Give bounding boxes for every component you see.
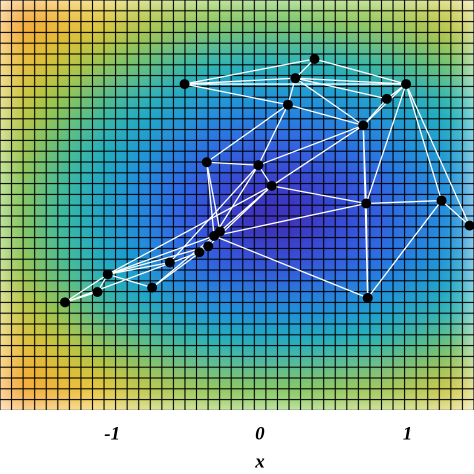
x-axis: -1 0 1 [104,423,412,444]
edge [107,261,170,275]
edge [362,98,388,126]
x-axis-label: x [254,451,265,472]
node [290,73,301,84]
edge [213,164,259,237]
edge [206,104,289,163]
node [203,241,214,252]
edge [206,161,259,166]
edge [258,124,364,166]
edge [294,77,364,126]
node [266,180,277,191]
edge [107,185,273,275]
node [358,120,369,131]
edge [107,273,153,289]
edge [405,83,443,201]
node [253,160,264,171]
edge [184,83,289,106]
edge [206,162,221,232]
node [464,220,474,231]
edge [107,245,209,275]
edge [366,199,442,205]
node [282,99,293,110]
node [401,79,412,90]
edge [365,83,407,204]
node [102,269,113,280]
edge [257,104,289,166]
x-tick-label: 0 [255,423,265,444]
node [59,297,70,308]
node [194,247,205,258]
edge [107,235,215,275]
edge [314,58,407,85]
edge [287,104,364,126]
x-tick-label: 1 [403,423,413,444]
edge [184,58,315,85]
edge [213,235,368,299]
edge [213,202,367,237]
edge [441,200,471,227]
edge [64,251,200,303]
node [381,93,392,104]
edge [271,185,367,205]
node [362,292,373,303]
edge [367,200,443,299]
edges [64,58,471,303]
nodes [59,53,474,308]
node [436,195,447,206]
edge [64,273,109,303]
edge [271,124,364,187]
edge [405,83,471,226]
node [147,282,158,293]
node [164,257,175,268]
edge [184,77,296,85]
node [309,53,320,64]
edge [295,77,407,85]
node [215,226,226,237]
x-tick-label: -1 [104,423,120,444]
node [179,79,190,90]
edge [365,203,369,298]
edge [64,291,98,303]
node [92,287,103,298]
node [361,198,372,209]
edge [295,77,388,100]
edge [362,83,407,126]
node [201,157,212,168]
edge [206,162,215,237]
